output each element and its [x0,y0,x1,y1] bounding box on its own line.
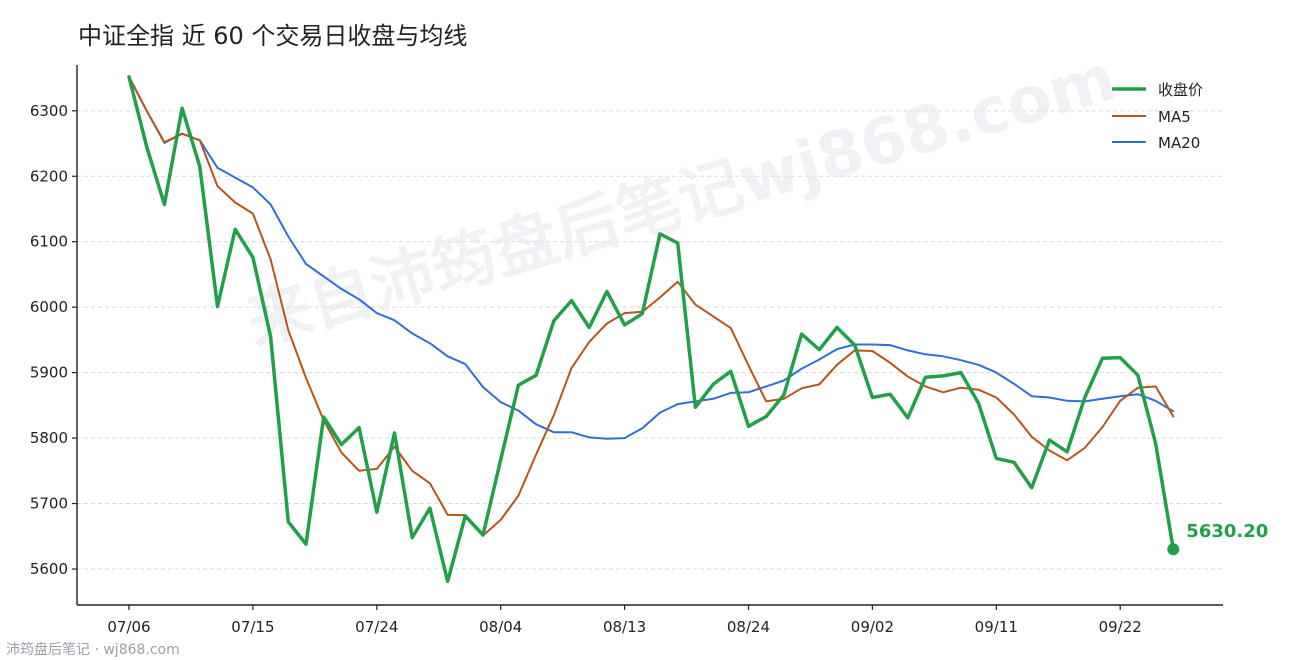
y-tick-label: 6200 [30,167,68,185]
x-tick-label: 07/24 [355,618,398,636]
series-ma5-line [128,75,1175,537]
x-tick-label: 07/06 [107,618,150,636]
x-tick-label: 08/13 [603,618,646,636]
series-close-line [127,75,1176,584]
x-tick-label: 09/02 [851,618,894,636]
x-tick-label: 08/04 [479,618,522,636]
y-tick-label: 5700 [30,495,68,513]
grid [77,110,1223,570]
watermark: 来自沛筠盘后笔记wj868.com [239,41,1124,360]
y-ticks: 5600 5700 5800 5900 6000 6100 6200 6300 [30,102,77,578]
y-tick-label: 6100 [30,233,68,251]
x-tick-label: 09/22 [1099,618,1142,636]
last-value-marker: 5630.20 [1167,521,1268,556]
legend-label-ma20: MA20 [1158,134,1200,152]
series-ma20-line [128,75,1175,440]
legend-label-ma5: MA5 [1158,108,1191,126]
chart-title: 中证全指 近 60 个交易日收盘与均线 [78,22,467,50]
axes [76,65,1223,606]
y-tick-label: 6300 [30,102,68,120]
x-tick-label: 08/24 [727,618,770,636]
y-tick-label: 5600 [30,560,68,578]
last-value-dot [1167,543,1180,556]
last-value-label: 5630.20 [1186,521,1268,542]
footer-credit: 沛筠盘后笔记 · wj868.com [6,641,180,658]
x-tick-label: 07/15 [231,618,274,636]
legend-label-close: 收盘价 [1158,81,1203,99]
series [127,75,1176,584]
x-tick-label: 09/11 [975,618,1018,636]
legend: 收盘价 MA5 MA20 [1112,81,1203,152]
y-tick-label: 5800 [30,429,68,447]
x-ticks: 07/06 07/15 07/24 08/04 08/13 08/24 09/02 09/11… [107,605,1142,636]
y-tick-label: 6000 [30,298,68,316]
y-tick-label: 5900 [30,364,68,382]
